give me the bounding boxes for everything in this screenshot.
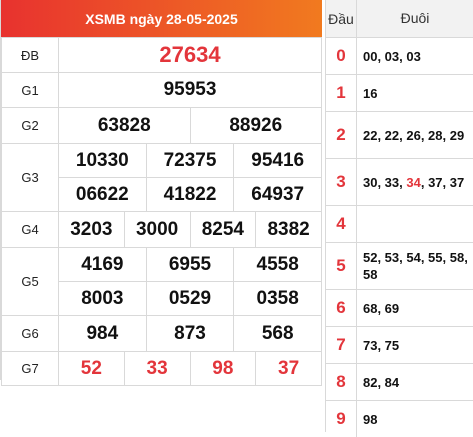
- loto-head: 2: [326, 112, 357, 158]
- loto-row: 3 30, 33, 34, 37, 37: [326, 159, 473, 206]
- loto-head: 6: [326, 290, 357, 326]
- prize-number: 4169: [81, 253, 124, 275]
- loto-tails: 00, 03, 03: [357, 38, 473, 74]
- prize-label: G1: [1, 72, 59, 108]
- loto-tails-text: , 37, 37: [420, 174, 465, 190]
- prize-row-g2: G2 63828 88926: [1, 107, 322, 144]
- prize-label: G6: [1, 315, 59, 352]
- loto-row: 8 82, 84: [326, 364, 473, 401]
- special-prize-number: 27634: [159, 42, 221, 67]
- prize-number: 88926: [189, 108, 322, 143]
- prize-label: G5: [1, 247, 59, 316]
- loto-tails-text: 68, 69: [363, 300, 400, 316]
- loto-tails-text: 82, 84: [363, 374, 400, 390]
- prize-label: G2: [1, 107, 59, 144]
- tail-column-label: Đuôi: [400, 10, 430, 26]
- prize-row-db: ĐB 27634: [1, 37, 322, 73]
- prize-row-g3: G3 10330 72375 95416 06622 41822 64937: [1, 143, 322, 212]
- prize-number: 873: [145, 316, 234, 351]
- loto-row: 1 16: [326, 75, 473, 112]
- loto-tails: 52, 53, 54, 55, 58, 58: [357, 243, 473, 289]
- loto-row: 2 22, 22, 26, 28, 29: [326, 112, 473, 159]
- prize-number: 3203: [70, 218, 113, 240]
- loto-tails-text: 52, 53, 54, 55, 58, 58: [363, 250, 468, 282]
- loto-tails-text: 73, 75: [363, 337, 400, 353]
- prize-label: G7: [1, 351, 59, 386]
- loto-head: 3: [326, 159, 357, 205]
- prize-label: G3: [1, 143, 59, 212]
- prize-number: 98: [189, 352, 256, 385]
- loto-head: 5: [326, 243, 357, 289]
- loto-head: 8: [326, 364, 357, 400]
- loto-tail-highlight: 34: [406, 174, 421, 190]
- loto-row: 6 68, 69: [326, 290, 473, 327]
- prize-number: 06622: [75, 183, 129, 205]
- prize-number: 8382: [255, 212, 321, 247]
- prize-number: 8003: [81, 287, 124, 309]
- prize-number: 33: [123, 352, 190, 385]
- loto-table: Đầu Đuôi 0 00, 03, 03 1 16 2 22, 22, 26,…: [325, 0, 473, 437]
- prize-row-g1: G1 95953: [1, 72, 322, 108]
- loto-head: 1: [326, 75, 357, 111]
- loto-tails: 68, 69: [357, 290, 473, 326]
- prize-number: 72375: [145, 144, 234, 177]
- prize-number: 63828: [97, 114, 151, 136]
- prize-row-g4: G4 3203 3000 8254 8382: [1, 211, 322, 248]
- loto-tails-text: 00, 03, 03: [363, 48, 421, 64]
- loto-tails-text: 98: [363, 411, 378, 427]
- loto-row: 4: [326, 206, 473, 243]
- prize-number: 3000: [123, 212, 190, 247]
- prize-number: 6955: [145, 248, 234, 281]
- prize-row-g5: G5 4169 6955 4558 8003 0529 0358: [1, 247, 322, 316]
- loto-head: 4: [326, 206, 357, 242]
- prize-number: 95953: [163, 79, 217, 100]
- loto-tails: 82, 84: [357, 364, 473, 400]
- loto-head: 9: [326, 401, 357, 437]
- loto-row: 9 98: [326, 401, 473, 437]
- prize-row-g7: G7 52 33 98 37: [1, 351, 322, 386]
- loto-head: 0: [326, 38, 357, 74]
- loto-tails: 30, 33, 34, 37, 37: [357, 159, 473, 205]
- loto-tails-text: 30, 33,: [363, 174, 407, 190]
- loto-tails-text: 16: [363, 85, 378, 101]
- prize-number: 95416: [233, 144, 321, 177]
- results-table: ĐB 27634 G1 95953 G2 63828 88926 G3 1033…: [1, 37, 322, 386]
- results-panel: XSMB ngày 28-05-2025 ĐB 27634 G1 95953 G…: [0, 0, 322, 386]
- prize-number: 64937: [233, 178, 321, 211]
- prize-number: 41822: [145, 178, 234, 211]
- prize-number: 4558: [233, 248, 321, 281]
- loto-tails: 98: [357, 401, 473, 437]
- prize-number: 8254: [189, 212, 256, 247]
- loto-tails: 22, 22, 26, 28, 29: [357, 112, 473, 158]
- loto-row: 0 00, 03, 03: [326, 38, 473, 75]
- prize-number: 0358: [233, 282, 321, 315]
- prize-number: 37: [255, 352, 321, 385]
- results-header: XSMB ngày 28-05-2025: [1, 0, 322, 37]
- loto-tails: [357, 206, 473, 242]
- prize-label: ĐB: [1, 37, 59, 73]
- prize-number: 52: [80, 357, 102, 379]
- results-title: XSMB ngày 28-05-2025: [85, 10, 238, 27]
- prize-label: G4: [1, 211, 59, 248]
- prize-number: 10330: [75, 149, 129, 171]
- prize-row-g6: G6 984 873 568: [1, 315, 322, 352]
- loto-head: 7: [326, 327, 357, 363]
- loto-row: 5 52, 53, 54, 55, 58, 58: [326, 243, 473, 290]
- prize-number: 984: [86, 322, 119, 344]
- loto-tails: 73, 75: [357, 327, 473, 363]
- loto-tails: 16: [357, 75, 473, 111]
- prize-number: 0529: [145, 282, 234, 315]
- loto-header: Đầu Đuôi: [326, 0, 473, 38]
- loto-tails-text: 22, 22, 26, 28, 29: [363, 127, 465, 143]
- loto-row: 7 73, 75: [326, 327, 473, 364]
- head-column-label: Đầu: [326, 0, 357, 37]
- prize-number: 568: [233, 316, 321, 351]
